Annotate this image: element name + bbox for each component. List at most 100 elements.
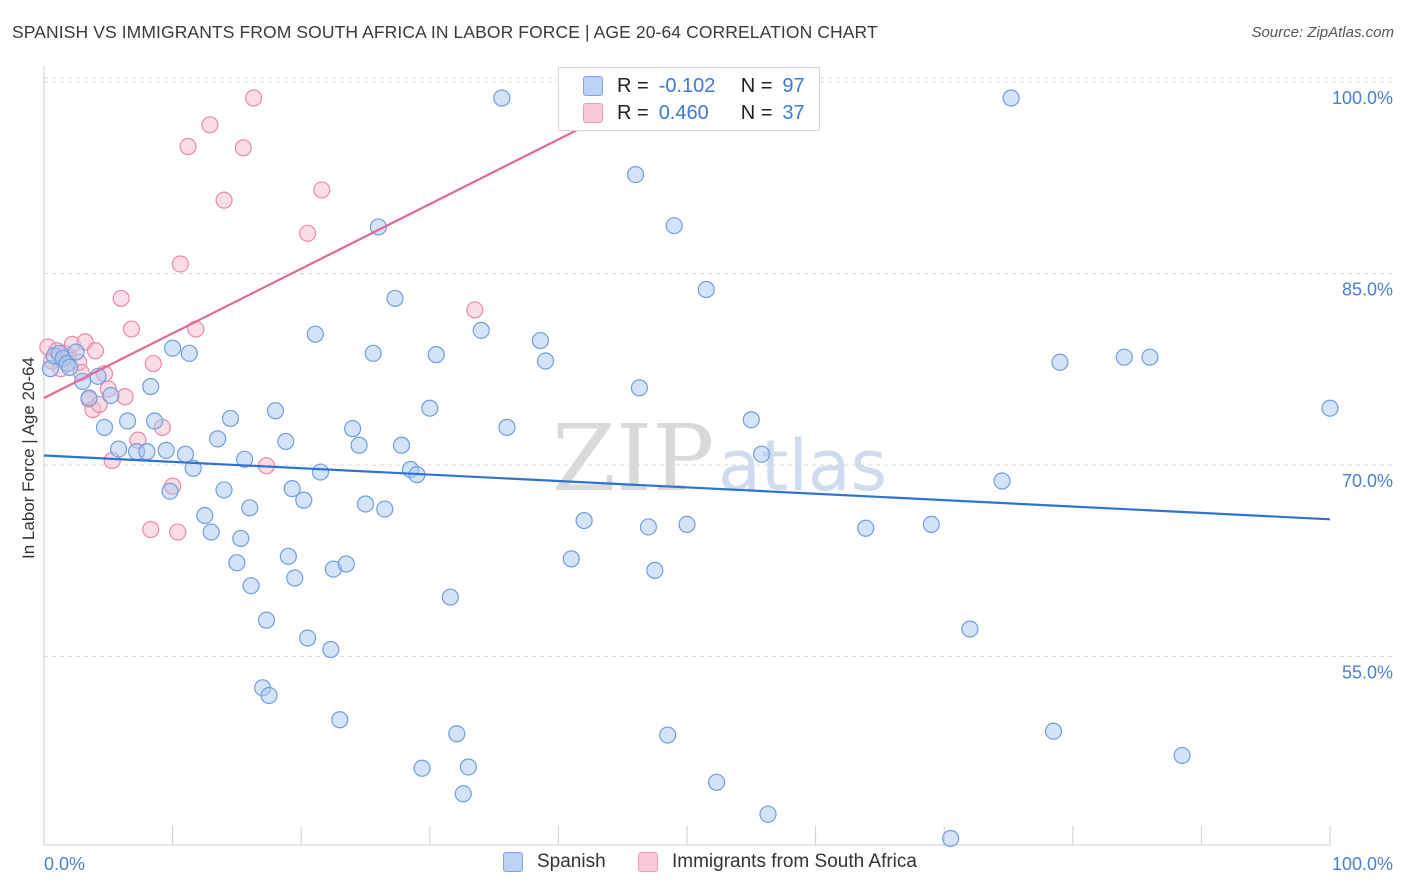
spanish-point — [184, 459, 202, 477]
n-value: 37 — [782, 101, 805, 124]
y-tick-label: 70.0% — [1342, 471, 1393, 491]
spanish-point — [1173, 746, 1191, 765]
immigrants-point — [234, 139, 252, 157]
spanish-point — [364, 344, 382, 362]
immigrants-trend-line — [43, 93, 649, 399]
spanish-point — [413, 759, 431, 777]
legend-item-immigrants[interactable]: Immigrants from South Africa — [638, 851, 917, 873]
spanish-point — [857, 519, 875, 537]
spanish-point — [1321, 399, 1339, 417]
spanish-point — [202, 523, 220, 541]
spanish-point — [942, 829, 960, 848]
spanish-point — [260, 686, 278, 705]
immigrants-point — [245, 89, 263, 107]
r-value: 0.460 — [658, 101, 709, 124]
spanish-point — [536, 352, 555, 370]
spanish-trend-line — [43, 454, 1331, 521]
r-label: R = — [617, 74, 649, 97]
spanish-point — [279, 547, 297, 565]
spanish-point — [337, 555, 355, 573]
spanish-point — [350, 436, 368, 454]
immigrants-point — [112, 289, 130, 308]
n-label: N = — [740, 101, 773, 124]
spanish-point — [209, 430, 227, 448]
spanish-point — [472, 321, 490, 339]
x-tick-labels: 0.0% 100.0% — [44, 854, 1393, 874]
spanish-point — [241, 499, 259, 517]
n-label: N = — [740, 74, 773, 97]
immigrants-point — [144, 354, 162, 373]
immigrants-point — [169, 523, 187, 541]
spanish-point — [531, 331, 549, 350]
y-tick-label: 55.0% — [1342, 663, 1393, 683]
immigrants-point — [466, 301, 484, 319]
spanish-point — [639, 518, 658, 536]
stats-legend: R = -0.102 N = 97 R = 0.460 N = 37 — [558, 67, 820, 131]
spanish-point — [697, 280, 715, 299]
spanish-point — [266, 402, 285, 420]
spanish-point — [448, 725, 466, 743]
spanish-point — [356, 495, 375, 513]
spanish-point — [232, 529, 250, 548]
spanish-point — [164, 339, 182, 357]
immigrants-point — [299, 224, 317, 242]
series-spanish-points — [41, 89, 1339, 848]
spanish-point — [493, 89, 511, 107]
stats-legend-row-immigrants: R = 0.460 N = 37 — [583, 100, 805, 126]
spanish-point — [221, 409, 240, 428]
spanish-point — [299, 629, 317, 647]
immigrants-swatch — [583, 103, 603, 123]
immigrants-point — [201, 116, 219, 134]
trend-lines — [43, 93, 1331, 521]
spanish-point — [961, 620, 979, 638]
spanish-point — [376, 500, 394, 518]
spanish-point — [109, 440, 128, 458]
spanish-point — [659, 726, 677, 744]
spanish-point — [286, 569, 304, 587]
immigrants-point — [179, 137, 197, 156]
spanish-point — [138, 443, 156, 461]
spanish-point — [626, 166, 645, 184]
spanish-point — [1051, 353, 1069, 371]
spanish-point — [742, 411, 760, 429]
immigrants-point — [215, 191, 233, 209]
spanish-point — [161, 482, 179, 500]
immigrants-point — [142, 520, 160, 539]
chart-title: SPANISH VS IMMIGRANTS FROM SOUTH AFRICA … — [12, 22, 878, 42]
r-label: R = — [617, 101, 649, 124]
spanish-swatch — [583, 76, 603, 96]
immigrants-point — [86, 342, 105, 360]
spanish-point — [277, 432, 295, 451]
spanish-point — [344, 420, 362, 438]
x-tick-label: 100.0% — [1332, 854, 1393, 874]
immigrants-point — [313, 181, 331, 199]
watermark: ZIP atlas — [552, 405, 887, 512]
spanish-point — [427, 346, 445, 364]
spanish-point — [95, 418, 114, 436]
immigrants-point — [116, 388, 134, 406]
y-axis-label: In Labor Force | Age 20-64 — [19, 357, 38, 559]
spanish-point — [180, 344, 198, 362]
source-label: Source: ZipAtlas.com — [1251, 24, 1394, 41]
spanish-point — [236, 450, 254, 468]
r-value: -0.102 — [658, 74, 716, 97]
y-tick-label: 100.0% — [1332, 88, 1393, 108]
watermark-zip: ZIP — [552, 405, 714, 512]
spanish-point — [118, 412, 137, 430]
legend-label-immigrants: Immigrants from South Africa — [672, 851, 917, 872]
spanish-point — [306, 325, 324, 343]
spanish-point — [196, 506, 214, 525]
legend-item-spanish[interactable]: Spanish — [503, 851, 606, 873]
watermark-atlas: atlas — [718, 425, 887, 507]
spanish-point — [61, 358, 79, 376]
spanish-point — [392, 436, 411, 454]
spanish-point — [1141, 348, 1159, 366]
y-tick-labels: 55.0% 70.0% 85.0% 100.0% — [1332, 88, 1393, 683]
spanish-point — [322, 640, 340, 659]
spanish-point — [575, 511, 593, 530]
spanish-point — [176, 445, 195, 463]
n-value: 97 — [782, 74, 805, 97]
spanish-point — [102, 386, 120, 405]
spanish-point — [759, 805, 777, 823]
axes — [43, 66, 1331, 846]
